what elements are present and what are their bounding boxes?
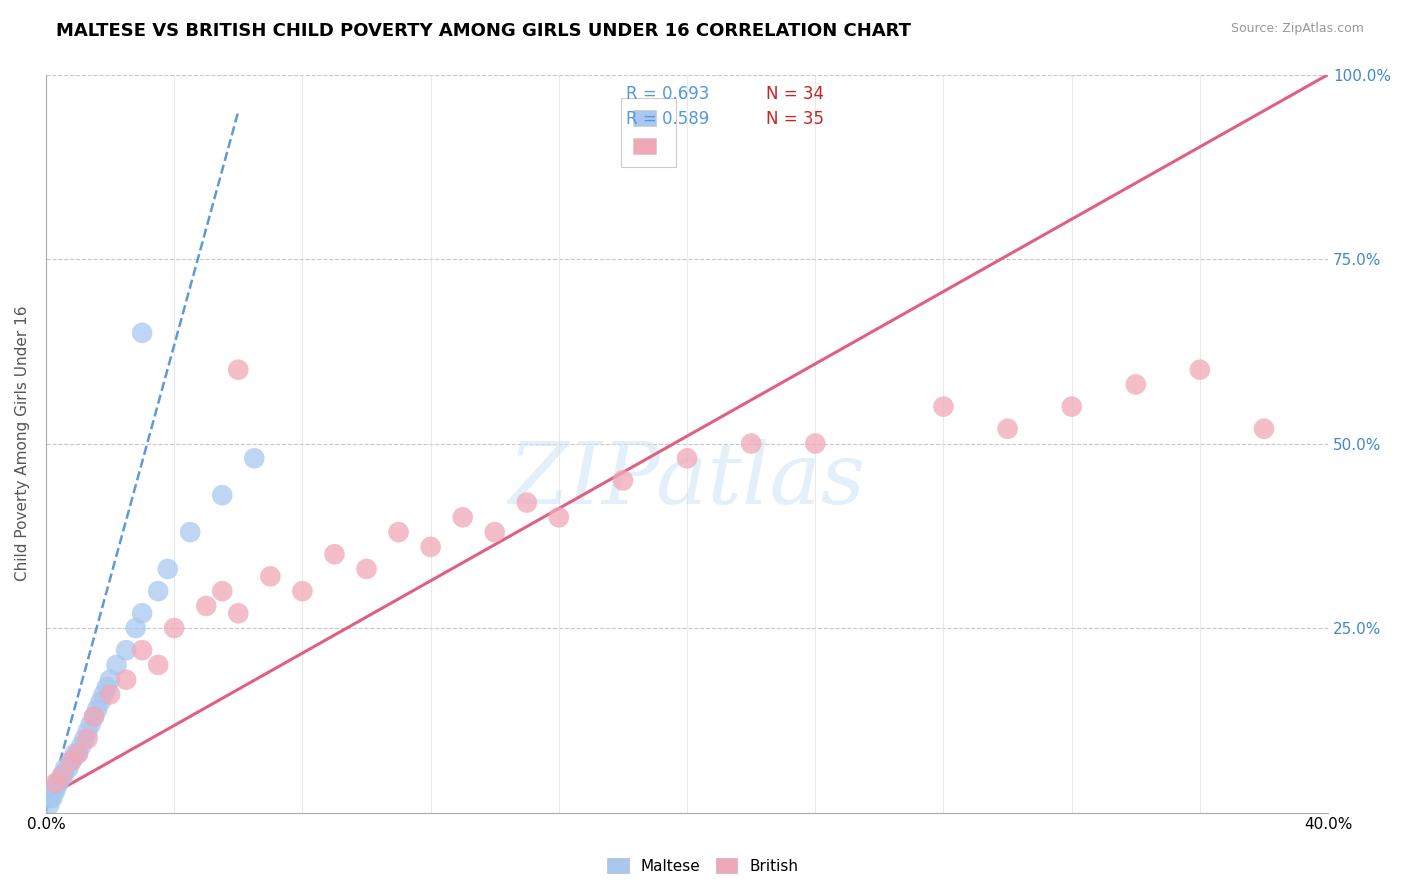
Point	[66, 747, 89, 761]
Point	[291, 584, 314, 599]
Point	[51, 769, 73, 783]
Point	[356, 562, 378, 576]
Point	[804, 436, 827, 450]
Point	[115, 643, 138, 657]
Text: N = 35: N = 35	[766, 110, 824, 128]
Point	[70, 739, 93, 753]
Point	[131, 607, 153, 621]
Point	[76, 724, 98, 739]
Point	[226, 362, 249, 376]
Text: MALTESE VS BRITISH CHILD POVERTY AMONG GIRLS UNDER 16 CORRELATION CHART: MALTESE VS BRITISH CHILD POVERTY AMONG G…	[56, 22, 911, 40]
Text: N = 34: N = 34	[766, 85, 824, 103]
Point	[195, 599, 218, 613]
Point	[58, 761, 80, 775]
Point	[38, 798, 60, 813]
Point	[73, 731, 96, 746]
Point	[63, 747, 86, 761]
Point	[243, 451, 266, 466]
Point	[1060, 400, 1083, 414]
Point	[105, 657, 128, 672]
Point	[419, 540, 441, 554]
Point	[387, 525, 409, 540]
Point	[39, 790, 62, 805]
Point	[83, 709, 105, 723]
Point	[211, 584, 233, 599]
Text: R = 0.693: R = 0.693	[626, 85, 709, 103]
Point	[547, 510, 569, 524]
Point	[997, 422, 1019, 436]
Point	[51, 769, 73, 783]
Point	[1188, 362, 1211, 376]
Point	[125, 621, 148, 635]
Point	[484, 525, 506, 540]
Point	[53, 761, 76, 775]
Point	[42, 783, 65, 797]
Point	[932, 400, 955, 414]
Point	[259, 569, 281, 583]
Point	[131, 326, 153, 340]
Point	[60, 754, 83, 768]
Point	[451, 510, 474, 524]
Point	[156, 562, 179, 576]
Point	[1125, 377, 1147, 392]
Point	[48, 776, 70, 790]
Text: R = 0.589: R = 0.589	[626, 110, 709, 128]
Point	[52, 769, 75, 783]
Point	[612, 474, 634, 488]
Text: Source: ZipAtlas.com: Source: ZipAtlas.com	[1230, 22, 1364, 36]
Point	[60, 754, 83, 768]
Point	[41, 790, 63, 805]
Point	[740, 436, 762, 450]
Point	[93, 688, 115, 702]
Point	[66, 747, 89, 761]
Point	[179, 525, 201, 540]
Legend: , : ,	[621, 97, 676, 167]
Point	[96, 680, 118, 694]
Point	[115, 673, 138, 687]
Point	[83, 709, 105, 723]
Point	[146, 657, 169, 672]
Point	[98, 688, 121, 702]
Point	[89, 695, 111, 709]
Point	[76, 731, 98, 746]
Text: ZIPatlas: ZIPatlas	[509, 439, 866, 522]
Point	[46, 776, 69, 790]
Point	[45, 783, 67, 797]
Point	[45, 776, 67, 790]
Point	[86, 702, 108, 716]
Point	[676, 451, 699, 466]
Point	[323, 547, 346, 561]
Point	[131, 643, 153, 657]
Point	[516, 495, 538, 509]
Point	[163, 621, 186, 635]
Y-axis label: Child Poverty Among Girls Under 16: Child Poverty Among Girls Under 16	[15, 306, 30, 582]
Legend: Maltese, British: Maltese, British	[602, 852, 804, 880]
Point	[80, 717, 103, 731]
Point	[1253, 422, 1275, 436]
Point	[211, 488, 233, 502]
Point	[226, 607, 249, 621]
Point	[98, 673, 121, 687]
Point	[146, 584, 169, 599]
